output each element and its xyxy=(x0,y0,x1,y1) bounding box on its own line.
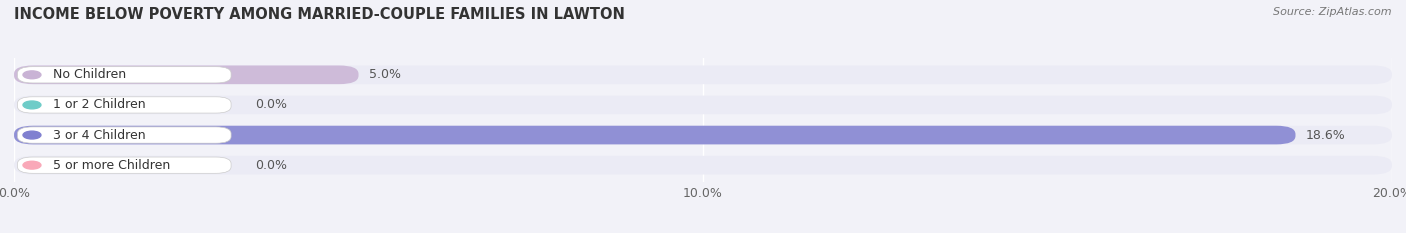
Text: 5 or more Children: 5 or more Children xyxy=(52,159,170,172)
FancyBboxPatch shape xyxy=(14,65,359,84)
FancyBboxPatch shape xyxy=(17,97,231,113)
FancyBboxPatch shape xyxy=(14,156,1392,175)
FancyBboxPatch shape xyxy=(14,96,1392,114)
Text: 5.0%: 5.0% xyxy=(368,68,401,81)
Text: No Children: No Children xyxy=(52,68,125,81)
FancyBboxPatch shape xyxy=(17,127,231,143)
FancyBboxPatch shape xyxy=(17,157,231,173)
FancyBboxPatch shape xyxy=(14,65,1392,84)
Text: 0.0%: 0.0% xyxy=(256,159,287,172)
FancyBboxPatch shape xyxy=(17,67,231,83)
Circle shape xyxy=(22,71,41,79)
Text: 18.6%: 18.6% xyxy=(1306,129,1346,142)
FancyBboxPatch shape xyxy=(14,126,1392,144)
Circle shape xyxy=(22,131,41,139)
Text: 0.0%: 0.0% xyxy=(256,98,287,111)
Circle shape xyxy=(22,161,41,169)
Text: 3 or 4 Children: 3 or 4 Children xyxy=(52,129,145,142)
Text: 1 or 2 Children: 1 or 2 Children xyxy=(52,98,145,111)
Text: INCOME BELOW POVERTY AMONG MARRIED-COUPLE FAMILIES IN LAWTON: INCOME BELOW POVERTY AMONG MARRIED-COUPL… xyxy=(14,7,624,22)
Circle shape xyxy=(22,101,41,109)
FancyBboxPatch shape xyxy=(14,126,1295,144)
Text: Source: ZipAtlas.com: Source: ZipAtlas.com xyxy=(1274,7,1392,17)
